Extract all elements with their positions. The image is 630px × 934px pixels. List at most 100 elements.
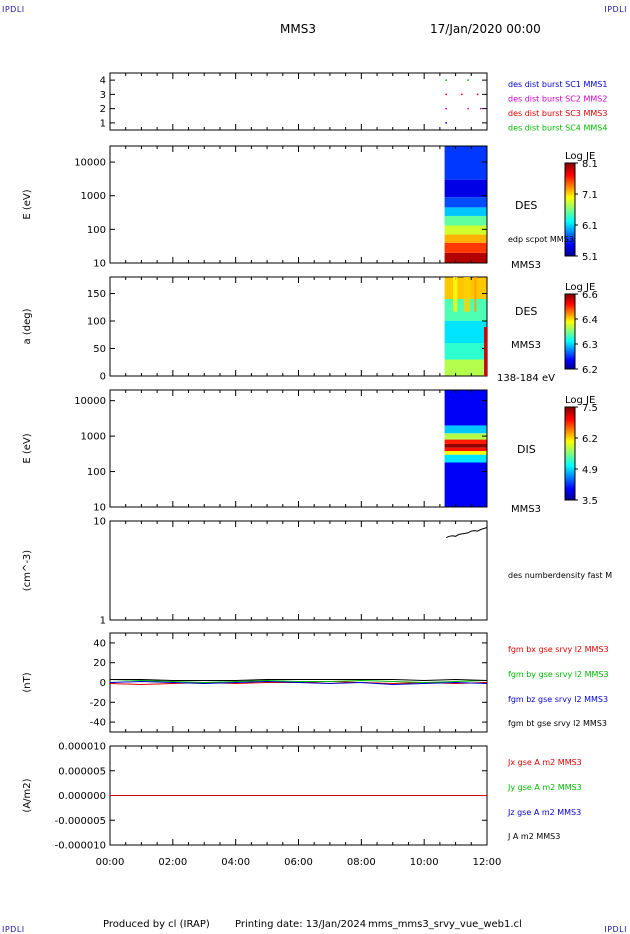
x-tick-label: 00:00 [96, 857, 125, 868]
y-tick-label: -0.000005 [55, 816, 106, 827]
colorbar-title: Log JE [565, 282, 595, 293]
availability-point [460, 93, 463, 96]
legend-entry: Jy gse A m2 MMS3 [507, 783, 582, 792]
colorbar-tick-label: 6.6 [582, 290, 598, 301]
availability-point [467, 107, 470, 110]
instrument-label: DES [515, 305, 537, 318]
spacecraft-label: MMS3 [511, 504, 541, 515]
y-tick-label: 50 [93, 344, 106, 355]
legend-entry: des dist burst SC2 MMS2 [508, 95, 607, 104]
y-tick-label: 10000 [74, 158, 106, 169]
datetime-title: 17/Jan/2020 00:00 [430, 22, 541, 36]
y-tick-label: 40 [93, 638, 106, 649]
colorbar-tick-label: 7.1 [582, 190, 598, 201]
energy-range-label: 138-184 eV [497, 373, 555, 384]
legend-entry: des dist burst SC3 MMS3 [508, 109, 607, 118]
y-axis-label: E (eV) [22, 189, 33, 219]
y-axis-label: (cm^-3) [22, 550, 33, 591]
y-tick-label: 100 [87, 225, 106, 236]
legend-entry: des numberdensity fast M [508, 571, 612, 580]
y-tick-label: 0 [100, 678, 106, 689]
heatmap-band [444, 146, 487, 180]
heatmap-band [444, 321, 487, 343]
heatmap-band [444, 462, 487, 507]
colorbar-tick-label: 4.9 [582, 465, 598, 476]
y-axis-label: (nT) [22, 672, 33, 692]
heatmap-band [444, 179, 487, 198]
legend-entry: des dist burst SC1 MMS1 [508, 80, 607, 89]
availability-point [445, 93, 448, 96]
legend-entry: fgm bt gse srvy l2 MMS3 [508, 719, 607, 728]
spacecraft-label: MMS3 [511, 260, 541, 271]
heatmap-band [444, 454, 487, 463]
heatmap-band [444, 443, 487, 448]
colorbar-dis-energy [564, 406, 576, 501]
y-tick-label: -20 [90, 698, 106, 709]
y-tick-label: 0.000005 [58, 766, 106, 777]
series-line [109, 679, 488, 684]
y-tick-label: -0.000010 [55, 841, 106, 852]
series-line [110, 678, 488, 682]
colorbar-title: Log JE [565, 151, 595, 162]
colorbar-tick-label: 7.5 [582, 403, 598, 414]
legend-entry: Jx gse A m2 MMS3 [507, 758, 582, 767]
colorbar-title: Log JE [565, 395, 595, 406]
y-tick-label: 10000 [74, 396, 106, 407]
panel-frame-5 [109, 520, 488, 621]
overlay-label: edp scpot MMS3 [508, 235, 574, 244]
y-tick-label: 10 [93, 503, 106, 514]
legend-entry: J A m2 MMS3 [507, 832, 560, 841]
x-tick-label: 02:00 [158, 857, 187, 868]
spacecraft-label: MMS3 [511, 340, 541, 351]
y-tick-label: 0.000010 [58, 742, 106, 753]
availability-point [445, 107, 448, 110]
y-tick-label: 10 [93, 259, 106, 270]
heatmap-band [444, 215, 487, 226]
y-tick-label: 1 [100, 118, 106, 129]
legend-entry: fgm bz gse srvy l2 MMS3 [508, 695, 608, 704]
colorbar-tick-label: 6.1 [582, 221, 598, 232]
heatmap-streak [453, 277, 458, 312]
y-tick-label: 100 [87, 317, 106, 328]
heatmap-edge [484, 327, 487, 376]
x-tick-label: 08:00 [347, 857, 376, 868]
corner-mark-tl: IPDLI [2, 5, 25, 14]
series-line [109, 680, 488, 686]
spacecraft-title: MMS3 [280, 22, 316, 36]
heatmap-band [444, 207, 487, 216]
y-tick-label: 3 [100, 90, 106, 101]
availability-point [467, 79, 470, 82]
x-tick-label: 06:00 [284, 857, 313, 868]
panel-frame-3 [109, 276, 488, 377]
availability-point [445, 121, 448, 124]
footer-producer: Produced by cl (IRAP) [103, 919, 210, 930]
legend-entry: fgm by gse srvy l2 MMS3 [508, 670, 609, 679]
heatmap-band [444, 343, 487, 360]
y-tick-label: 150 [87, 289, 106, 300]
heatmap-band [444, 234, 487, 243]
y-tick-label: 1000 [81, 432, 106, 443]
corner-mark-tr: IPDLI [604, 5, 627, 14]
footer-file-name: mms_mms3_srvy_vue_web1.cl [368, 919, 522, 930]
legend-entry: Jz gse A m2 MMS3 [507, 808, 581, 817]
heatmap-streak [474, 277, 477, 312]
heatmap-band [444, 390, 487, 426]
panel-frame-2 [109, 145, 488, 264]
heatmap-band [444, 425, 487, 434]
series-line [446, 527, 488, 539]
y-axis-label: (A/m2) [22, 778, 33, 812]
heatmap-band [444, 359, 487, 376]
colorbar-tick-label: 8.1 [582, 159, 598, 170]
y-tick-label: 20 [93, 658, 106, 669]
heatmap-band [444, 252, 487, 263]
panel-frame-4 [109, 389, 488, 508]
colorbar-tick-label: 3.5 [582, 496, 598, 507]
colorbar-des-energy [564, 162, 576, 257]
availability-point [445, 79, 448, 82]
legend-entry: des dist burst SC4 MMS4 [508, 124, 607, 133]
y-tick-label: -40 [90, 718, 106, 729]
panel-frame-1 [109, 72, 488, 131]
availability-point [476, 93, 479, 96]
y-tick-label: 0 [100, 372, 106, 383]
